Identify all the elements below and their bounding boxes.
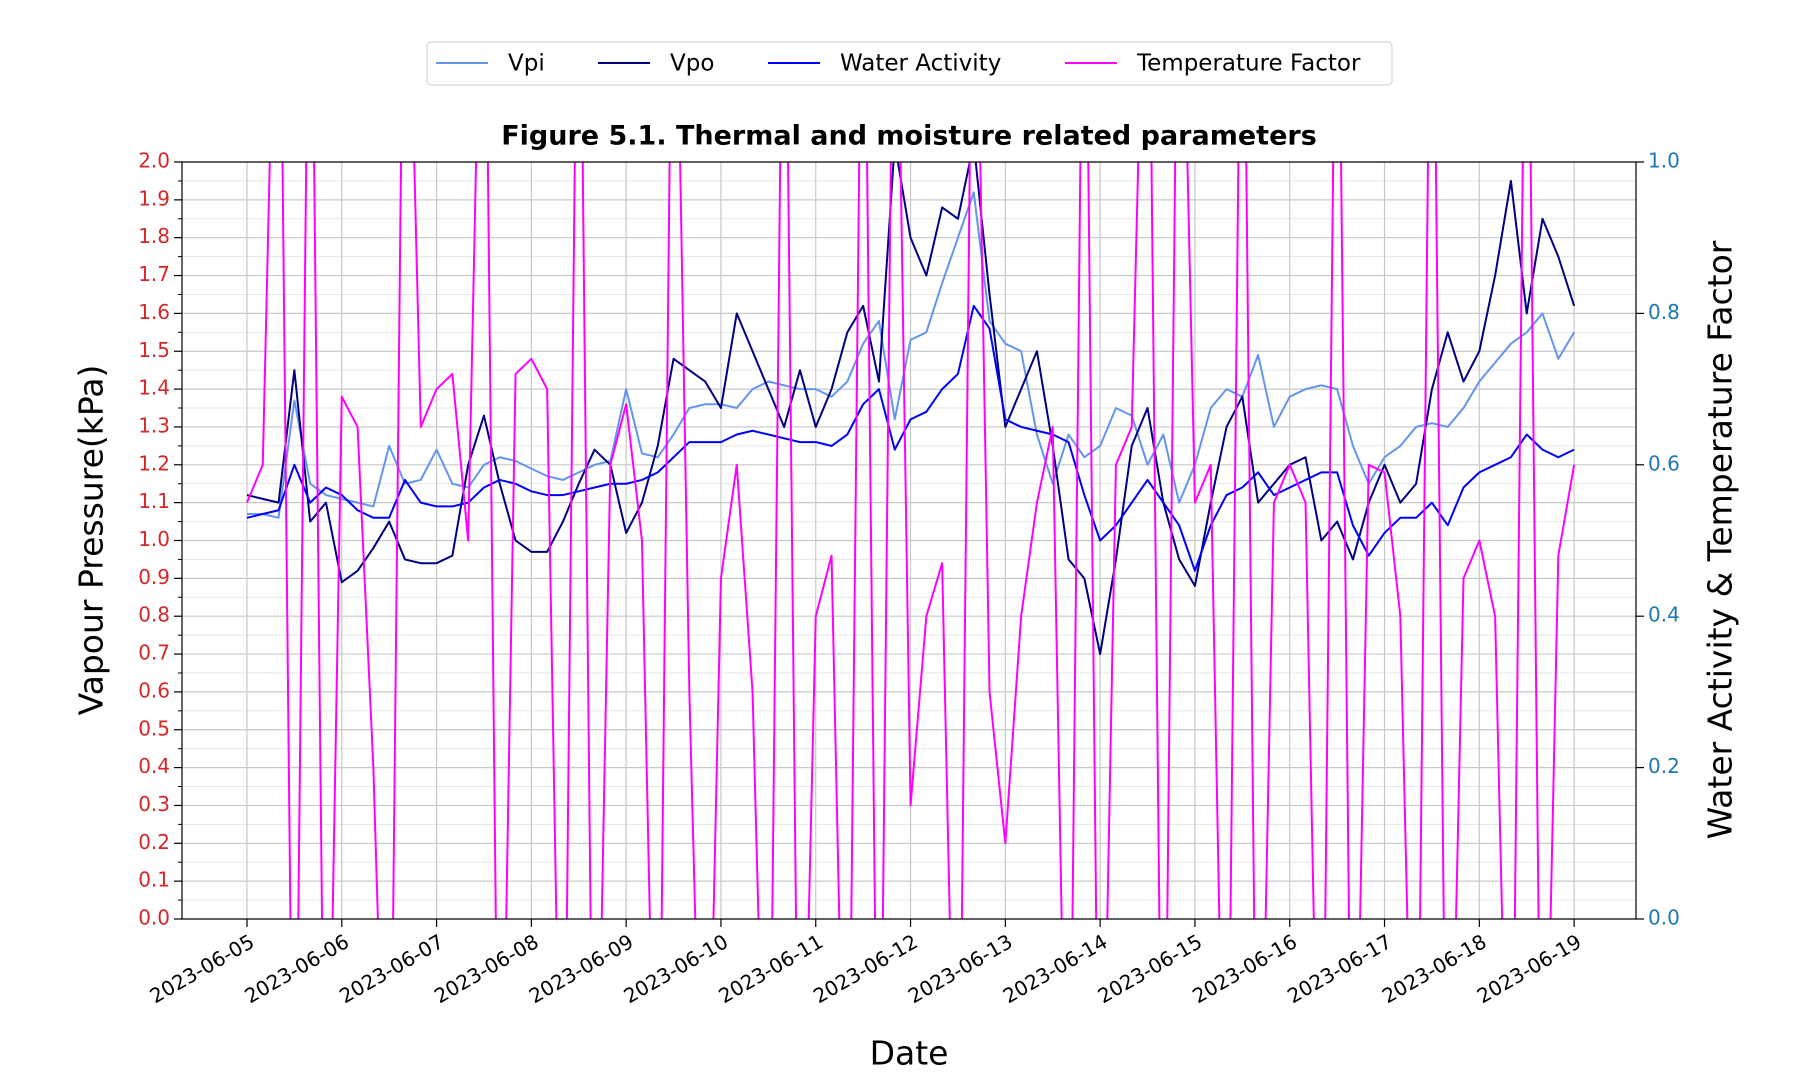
y-tick-label: 0.0 bbox=[138, 906, 170, 930]
y2-tick-label: 0.8 bbox=[1648, 300, 1680, 324]
y-tick-label: 1.7 bbox=[138, 262, 170, 286]
y-tick-label: 1.1 bbox=[138, 489, 170, 513]
series-line bbox=[246, 162, 1576, 919]
y2-tick-label: 0.6 bbox=[1648, 451, 1680, 475]
y-axis-label: Vapour Pressure(kPa) bbox=[72, 365, 111, 716]
chart-title: Figure 5.1. Thermal and moisture related… bbox=[501, 121, 1317, 152]
y-tick-label: 0.3 bbox=[138, 792, 170, 816]
y-tick-label: 1.6 bbox=[138, 300, 170, 324]
plot-area bbox=[246, 162, 1576, 919]
y-tick-label: 1.5 bbox=[138, 338, 170, 362]
series-line bbox=[246, 191, 1575, 519]
x-axis-label: Date bbox=[870, 1034, 949, 1073]
y-tick-label: 0.6 bbox=[138, 678, 170, 702]
y-tick-label: 2.0 bbox=[138, 149, 170, 173]
y-tick-label: 0.8 bbox=[138, 603, 170, 627]
y-tick-label: 0.9 bbox=[138, 565, 170, 589]
plot-frame bbox=[181, 161, 1637, 920]
y-tick-label: 1.0 bbox=[138, 527, 170, 551]
y2-axis-label: Water Activity & Temperature Factor bbox=[1701, 240, 1740, 839]
y2-tick-label: 0.2 bbox=[1648, 754, 1680, 778]
legend-label: Temperature Factor bbox=[1136, 51, 1361, 77]
y-tick-label: 0.2 bbox=[138, 830, 170, 854]
y-tick-label: 0.1 bbox=[138, 868, 170, 892]
y-tick-label: 1.3 bbox=[138, 413, 170, 437]
y-tick-label: 1.9 bbox=[138, 186, 170, 210]
y2-tick-label: 0.4 bbox=[1648, 603, 1680, 627]
y-tick-label: 0.5 bbox=[138, 716, 170, 740]
y-tick-label: 0.4 bbox=[138, 754, 170, 778]
legend-box bbox=[426, 41, 1393, 86]
y-tick-label: 1.2 bbox=[138, 451, 170, 475]
legend-label: Vpo bbox=[670, 51, 714, 77]
y-tick-label: 1.8 bbox=[138, 224, 170, 248]
y-tick-label: 1.4 bbox=[138, 376, 170, 400]
series-line bbox=[246, 162, 1576, 656]
legend-label: Water Activity bbox=[840, 51, 1001, 77]
y2-tick-label: 1.0 bbox=[1648, 149, 1680, 173]
y2-tick-label: 0.0 bbox=[1648, 906, 1680, 930]
y-tick-label: 0.7 bbox=[138, 641, 170, 665]
legend-label: Vpi bbox=[508, 51, 545, 77]
